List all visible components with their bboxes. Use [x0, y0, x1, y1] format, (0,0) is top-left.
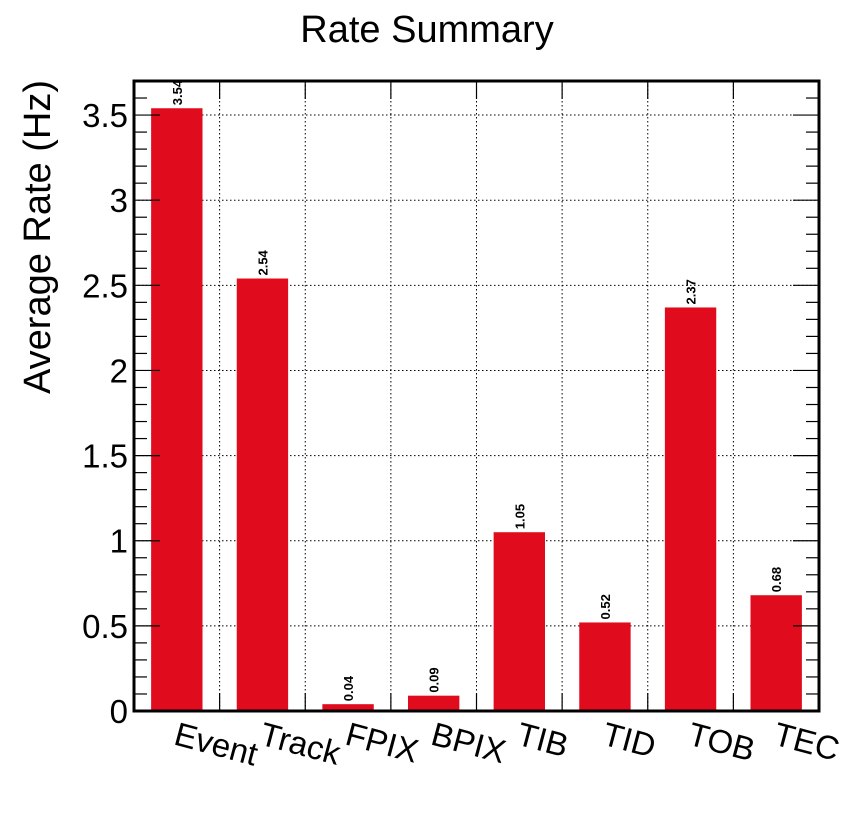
data-label: 1.05 [512, 504, 527, 529]
y-tick-label: 2.5 [82, 267, 128, 304]
axis-ticks [133, 80, 820, 712]
bar-event [151, 108, 203, 712]
plot-frame [132, 79, 821, 713]
data-label: 3.54 [170, 79, 185, 105]
bar-bpix [408, 695, 460, 711]
x-tick-label: TOB [684, 715, 759, 768]
bar-tib [493, 532, 545, 711]
bar-fpix [322, 704, 374, 711]
bar-track [236, 278, 289, 711]
data-label: 0.68 [769, 567, 784, 592]
x-tick-label: Event [171, 715, 262, 773]
x-tick-label: FPIX [342, 715, 422, 770]
data-label: 0.04 [341, 675, 356, 701]
y-tick-label: 0.5 [82, 608, 128, 645]
y-axis-label: Average Rate (Hz) [17, 80, 59, 394]
y-tick-label: 1.5 [82, 438, 128, 475]
bar-tec [750, 595, 802, 711]
y-tick-label: 3 [110, 182, 128, 219]
bar-tid [579, 622, 631, 711]
y-tick-label: 1 [110, 523, 128, 560]
data-label: 2.54 [255, 249, 270, 275]
data-label: 0.09 [427, 667, 442, 692]
bars [151, 108, 802, 712]
x-tick-label: BPIX [428, 715, 510, 770]
data-labels: 3.54 2.54 0.04 0.09 1.05 0.52 2.37 0.68 [170, 79, 784, 701]
data-label: 0.52 [598, 594, 613, 619]
y-tick-labels: 0 0.5 1 1.5 2 2.5 3 3.5 [82, 97, 128, 730]
x-tick-label: TEC [770, 715, 843, 768]
x-tick-label: TIB [513, 715, 572, 764]
chart-title: Rate Summary [300, 9, 553, 51]
bar-tob [664, 307, 717, 711]
grid-lines [134, 81, 819, 711]
y-tick-label: 0 [110, 693, 128, 730]
data-label: 2.37 [684, 279, 699, 304]
y-tick-label: 3.5 [82, 97, 128, 134]
x-tick-label: Track [256, 715, 345, 772]
x-tick-label: TID [599, 715, 660, 765]
y-tick-label: 2 [110, 352, 128, 389]
